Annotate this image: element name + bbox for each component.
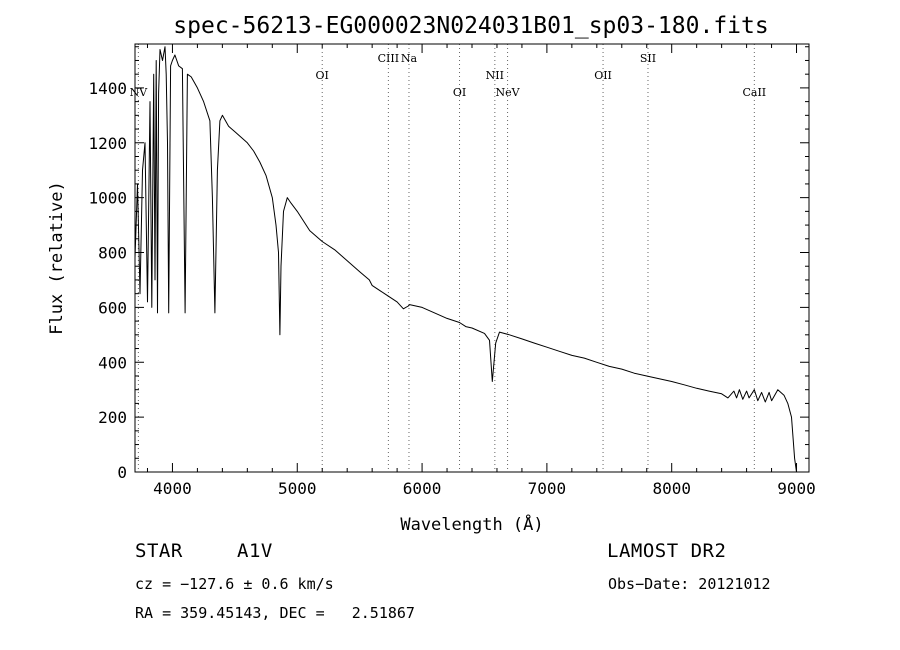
y-tick-label: 800: [98, 244, 127, 263]
x-axis-label: Wavelength (Å): [400, 513, 543, 535]
chart-title: spec-56213-EG000023N024031B01_sp03-180.f…: [173, 13, 768, 39]
x-axis: 4000 5000 6000 7000 8000 9000: [146, 44, 816, 498]
plot-frame: [134, 43, 810, 473]
line-marker-label: OI: [316, 69, 329, 82]
x-tick-label: 6000: [403, 479, 442, 498]
line-marker-label: NV: [130, 86, 149, 99]
line-marker-label: OII: [594, 69, 612, 82]
line-marker-label: CaII: [742, 86, 766, 99]
observation-date: Obs−Date: 20121012: [608, 575, 771, 593]
y-axis: 0 200 400 600 800 1000 1200 1400: [88, 46, 809, 482]
redshift-text: cz = −127.6 ± 0.6 km/s: [135, 575, 334, 593]
y-tick-label: 1000: [88, 189, 127, 208]
x-tick-label: 4000: [153, 479, 192, 498]
y-axis-label: Flux (relative): [47, 181, 67, 335]
x-tick-label: 9000: [777, 479, 816, 498]
object-subclass: A1V: [237, 540, 273, 562]
line-marker-label: NII: [486, 69, 504, 82]
spectrum-series: [134, 46, 797, 473]
x-tick-label: 5000: [278, 479, 317, 498]
spectrum-line: [134, 46, 797, 473]
x-tick-label: 7000: [528, 479, 567, 498]
y-tick-label: 1200: [88, 134, 127, 153]
line-marker-label: SII: [640, 52, 656, 65]
y-tick-label: 0: [117, 463, 127, 482]
y-tick-label: 200: [98, 408, 127, 427]
y-tick-label: 400: [98, 353, 127, 372]
line-marker-label: CIII: [378, 52, 399, 65]
y-tick-label: 1400: [88, 79, 127, 98]
object-class: STAR: [135, 540, 183, 562]
emission-line-markers: NV OI CIII Na OI NII NeV OII SII CaII: [130, 44, 766, 472]
line-marker-label: OI: [453, 86, 466, 99]
coordinates-text: RA = 359.45143, DEC = 2.51867: [135, 604, 415, 622]
line-marker-label: Na: [401, 52, 418, 65]
y-tick-label: 600: [98, 298, 127, 317]
survey-name: LAMOST DR2: [607, 540, 727, 562]
x-tick-label: 8000: [652, 479, 691, 498]
line-marker-label: NeV: [496, 86, 521, 99]
